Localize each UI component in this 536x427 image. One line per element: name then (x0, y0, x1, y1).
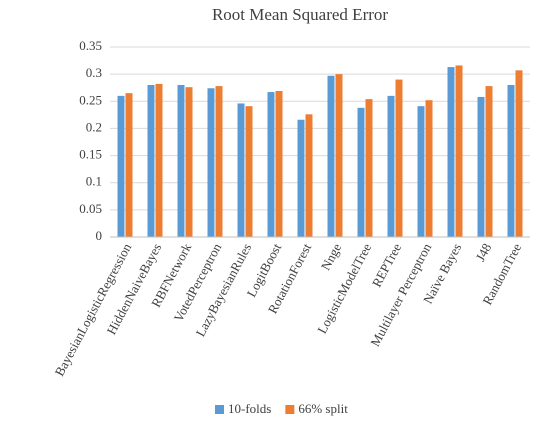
bar (147, 85, 155, 237)
bar (155, 83, 163, 238)
bar (425, 100, 433, 237)
bar (177, 85, 185, 237)
y-tick-label: 0.15 (79, 147, 102, 162)
bar (297, 119, 305, 237)
x-tick-label: Nnge (318, 241, 345, 273)
y-tick-label: 0.1 (86, 174, 102, 189)
bar (207, 88, 215, 237)
x-tick-label: J48 (473, 241, 495, 264)
bar (447, 67, 455, 237)
bar (485, 86, 493, 237)
bar (335, 74, 343, 238)
bar (477, 96, 485, 237)
bar (215, 86, 223, 237)
bar (455, 65, 463, 237)
bar (395, 79, 403, 237)
bar (125, 93, 133, 238)
bar (117, 95, 125, 237)
bar (515, 70, 523, 237)
bar (327, 75, 335, 238)
bar (357, 107, 365, 237)
y-tick-label: 0 (96, 228, 103, 243)
bar (365, 99, 373, 237)
y-tick-label: 0.2 (86, 119, 102, 134)
bar (245, 106, 253, 238)
legend-label: 10-folds (228, 401, 271, 416)
legend-swatch (215, 405, 224, 414)
y-tick-label: 0.25 (79, 92, 102, 107)
y-tick-label: 0.05 (79, 201, 102, 216)
bar (417, 106, 425, 238)
legend-swatch (285, 405, 295, 414)
bar (267, 92, 275, 237)
y-tick-label: 0.3 (86, 65, 102, 80)
bar (275, 90, 283, 237)
chart-title: Root Mean Squared Error (212, 5, 388, 24)
bar (185, 87, 193, 238)
bar (387, 95, 395, 237)
bar (507, 85, 515, 237)
bar (237, 103, 245, 237)
y-tick-label: 0.35 (79, 38, 102, 53)
legend-label: 66% split (298, 401, 348, 416)
bar (305, 114, 313, 237)
